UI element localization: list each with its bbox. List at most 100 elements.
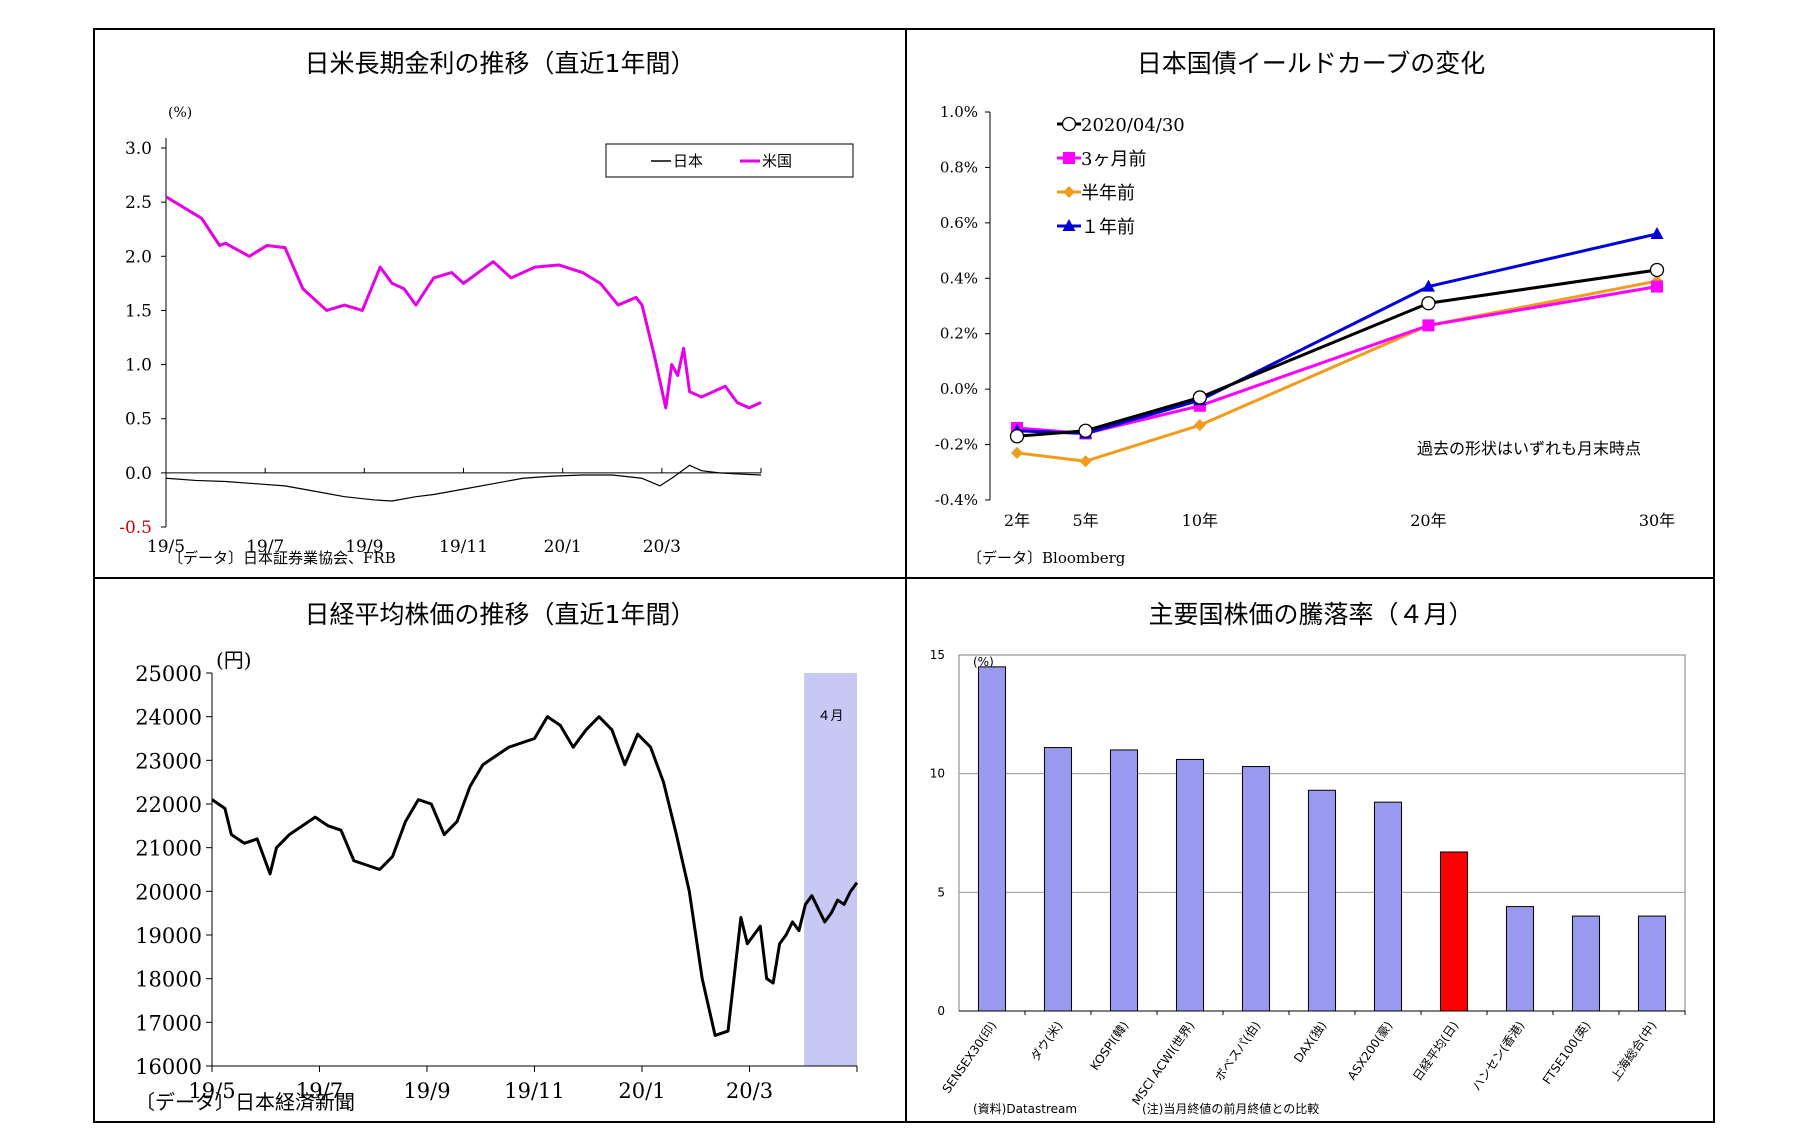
x-tick-label: 2年 [1004, 511, 1030, 530]
y-axis-ticks: 1.0% 0.8% 0.6% 0.4% 0.2% 0.0% -0.2% -0.4% [935, 103, 990, 509]
x-tick-label: ASX200(豪) [1344, 1018, 1395, 1083]
bar [1439, 851, 1469, 1012]
bar [1109, 749, 1139, 1012]
x-tick-label: MSCI ACWI(世界) [1129, 1019, 1197, 1108]
x-tick-label: 10年 [1182, 511, 1218, 530]
y-tick-label: 20000 [135, 880, 202, 904]
source-note: 〔データ〕日本証券業協会、FRB [168, 549, 396, 567]
x-tick-label: ボベスパ(伯) [1211, 1018, 1263, 1084]
chart-title: 日米長期金利の推移（直近1年間） [305, 49, 696, 78]
series-lines [211, 715, 859, 1037]
axes [165, 138, 762, 527]
y-tick-label: 18000 [135, 968, 202, 992]
legend-label: 3ヶ月前 [1081, 149, 1146, 170]
bars [977, 666, 1667, 1012]
y-tick-label: 15 [930, 648, 945, 662]
x-tick-label: 19/11 [504, 1079, 565, 1103]
annotation: 過去の形状はいずれも月末時点 [1417, 439, 1641, 458]
y-tick-label: 0.0% [940, 380, 978, 398]
data-point [1193, 419, 1206, 432]
series-lines [165, 195, 762, 502]
x-axis-ticks: 2年 5年 10年 20年 30年 [1004, 511, 1675, 530]
y-tick-label: 24000 [135, 706, 202, 730]
data-point [1421, 279, 1435, 292]
series-line [1016, 268, 1658, 438]
y-axis-ticks: 25000 24000 23000 22000 21000 20000 19000 18000… [135, 662, 212, 1079]
nikkei-chart: 日経平均株価の推移（直近1年間） (円) ４月 2500024000230002… [135, 600, 859, 1114]
panel-long-rates: 日米長期金利の推移（直近1年間） (%) 3.0 2.5 2.0 1.5 1.0 0.5 0… [95, 30, 905, 577]
x-tick-label: FTSE100(英) [1540, 1019, 1594, 1087]
series-line [1016, 279, 1658, 463]
bar [1637, 915, 1667, 1012]
bar [1307, 789, 1337, 1012]
x-tick-label: 19/5 [147, 537, 185, 557]
source-note: (資料)Datastream [973, 1102, 1077, 1116]
legend-label: 半年前 [1081, 183, 1135, 204]
panel-yield-curve: 日本国債イールドカーブの変化 1.0% 0.8% 0.6% 0.4% 0.2% 0.0% -… [907, 30, 1715, 577]
y-tick-label: 1.0 [125, 356, 152, 376]
data-point [1011, 446, 1023, 459]
bar [1505, 906, 1535, 1012]
x-tick-label: 19/7 [296, 1079, 343, 1103]
y-unit-label: (円) [216, 648, 252, 672]
y-tick-label: 0.0 [125, 464, 152, 484]
series-line-japan [165, 464, 762, 502]
x-tick-label: 20/1 [544, 537, 582, 557]
chart-title: 日本国債イールドカーブの変化 [1137, 49, 1486, 78]
panel-stock-changes: 主要国株価の騰落率（４月） (%) 15 10 5 0 SENSEX30(印) ダウ(米… [907, 579, 1715, 1123]
legend-label: １年前 [1081, 217, 1135, 238]
bar [1175, 758, 1205, 1012]
y-tick-label: 0.4% [940, 269, 978, 287]
series-lines [1009, 226, 1665, 468]
x-tick-label: 19/9 [345, 537, 383, 557]
stock-changes-chart: 主要国株価の騰落率（４月） (%) 15 10 5 0 SENSEX30(印) ダウ(米… [930, 600, 1686, 1116]
x-tick-label: KOSPI(韓) [1088, 1019, 1132, 1073]
data-point [1079, 455, 1092, 468]
y-axis-ticks: 15 10 5 0 [930, 648, 945, 1018]
long-rates-chart: 日米長期金利の推移（直近1年間） (%) 3.0 2.5 2.0 1.5 1.0 0.5 0… [119, 49, 854, 567]
source-note: 〔データ〕Bloomberg [967, 549, 1126, 567]
data-point [1061, 116, 1077, 132]
chart-title: 主要国株価の騰落率（４月） [1148, 600, 1473, 629]
data-point [1063, 152, 1075, 164]
bar [1571, 915, 1601, 1012]
y-tick-label: 17000 [135, 1011, 202, 1035]
series-line-nikkei [211, 715, 859, 1037]
yield-curve-chart: 日本国債イールドカーブの変化 1.0% 0.8% 0.6% 0.4% 0.2% 0.0% -… [935, 49, 1675, 567]
x-tick-label: 20/1 [618, 1079, 665, 1103]
y-tick-label: 1.0% [940, 103, 978, 121]
legend-box [605, 143, 854, 178]
y-tick-label: 3.0 [125, 139, 152, 159]
y-tick-label: 22000 [135, 793, 202, 817]
bar [1373, 801, 1403, 1012]
y-tick-label: 21000 [135, 837, 202, 861]
y-tick-label: 10 [930, 767, 945, 781]
x-tick-label: 日経平均(日) [1410, 1019, 1461, 1084]
data-point [1649, 262, 1665, 278]
footnote: (注)当月終値の前月終値との比較 [1142, 1101, 1319, 1116]
highlight-label: ４月 [818, 709, 844, 724]
x-tick-label: 30年 [1639, 511, 1675, 530]
x-tick-label: 19/7 [246, 537, 284, 557]
y-unit-label: (%) [168, 105, 192, 121]
x-tick-label: ハンセン(香港) [1469, 1019, 1527, 1094]
x-tick-label: DAX(独) [1291, 1019, 1329, 1065]
data-point [1063, 186, 1075, 198]
series-line-us [165, 195, 762, 410]
data-point [1192, 390, 1208, 405]
y-tick-label: 0.5 [125, 410, 152, 430]
legend: 日本 米国 [605, 143, 854, 178]
x-tick-label: SENSEX30(印) [940, 1019, 1000, 1096]
y-tick-label: -0.4% [935, 491, 978, 509]
data-point [1078, 423, 1093, 438]
y-tick-label: 2.0 [125, 247, 152, 267]
y-tick-label: 0.2% [940, 325, 978, 343]
x-axis-ticks: 19/5 19/7 19/9 19/11 20/1 20/3 [147, 467, 681, 557]
data-point [1651, 280, 1663, 293]
chart-grid: 日米長期金利の推移（直近1年間） (%) 3.0 2.5 2.0 1.5 1.0 0.5 0… [93, 28, 1715, 1123]
x-axis-ticks: 19/5 19/7 19/9 19/11 20/1 20/3 [188, 1066, 858, 1103]
panel-nikkei: 日経平均株価の推移（直近1年間） (円) ４月 25000 24000 23000 2… [95, 579, 905, 1123]
y-tick-label: 25000 [135, 662, 202, 686]
y-tick-label: 0 [937, 1004, 945, 1018]
